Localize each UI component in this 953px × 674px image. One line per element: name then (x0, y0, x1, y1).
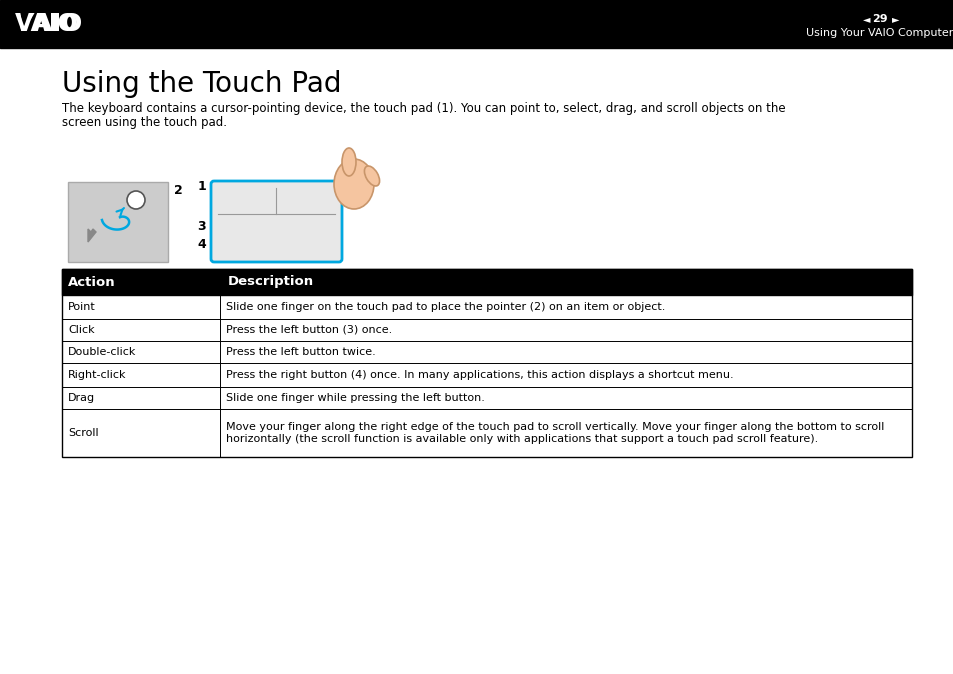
Text: Press the left button twice.: Press the left button twice. (226, 347, 375, 357)
Bar (62, 341, 911, 363)
Ellipse shape (341, 148, 355, 176)
Text: Point: Point (68, 302, 95, 312)
Text: Scroll: Scroll (68, 428, 98, 438)
Text: Double-click: Double-click (68, 347, 136, 357)
Text: Drag: Drag (68, 393, 95, 403)
Circle shape (127, 191, 145, 209)
Text: Slide one finger on the touch pad to place the pointer (2) on an item or object.: Slide one finger on the touch pad to pla… (226, 302, 664, 312)
Ellipse shape (334, 159, 374, 209)
Text: Description: Description (228, 276, 314, 288)
Polygon shape (88, 229, 96, 242)
Text: ◄: ◄ (862, 14, 869, 24)
Bar (62, 319, 911, 341)
Text: 29: 29 (871, 14, 887, 24)
Bar (62, 269, 911, 295)
Text: horizontally (the scroll function is available only with applications that suppo: horizontally (the scroll function is ava… (226, 434, 818, 444)
FancyBboxPatch shape (211, 181, 341, 262)
Bar (0, 0, 953, 48)
Text: Slide one finger while pressing the left button.: Slide one finger while pressing the left… (226, 393, 484, 403)
Text: Using Your VAIO Computer: Using Your VAIO Computer (805, 28, 953, 38)
Text: screen using the touch pad.: screen using the touch pad. (62, 116, 227, 129)
Text: Press the left button (3) once.: Press the left button (3) once. (226, 325, 392, 335)
Text: ►: ► (891, 14, 899, 24)
Bar (62, 363, 911, 387)
Bar (62, 295, 911, 319)
Text: Move your finger along the right edge of the touch pad to scroll vertically. Mov: Move your finger along the right edge of… (226, 422, 883, 432)
Text: 1: 1 (197, 181, 206, 193)
Text: The keyboard contains a cursor-pointing device, the touch pad (1). You can point: The keyboard contains a cursor-pointing … (62, 102, 785, 115)
Text: VAIO: VAIO (15, 12, 79, 36)
Bar (62, 387, 911, 409)
Bar (62, 269, 911, 457)
Text: Press the right button (4) once. In many applications, this action displays a sh: Press the right button (4) once. In many… (226, 370, 733, 380)
Text: Right-click: Right-click (68, 370, 127, 380)
Bar (62, 409, 911, 457)
Text: 3: 3 (197, 220, 206, 233)
Text: $\mathbf{\mathit{V}}$AIO: $\mathbf{\mathit{V}}$AIO (15, 12, 83, 36)
Text: 4: 4 (197, 238, 206, 251)
Text: Click: Click (68, 325, 94, 335)
Text: 2: 2 (173, 183, 183, 197)
Text: Using the Touch Pad: Using the Touch Pad (62, 70, 341, 98)
Ellipse shape (364, 166, 379, 186)
Text: Action: Action (68, 276, 115, 288)
Bar (68, 182, 168, 262)
